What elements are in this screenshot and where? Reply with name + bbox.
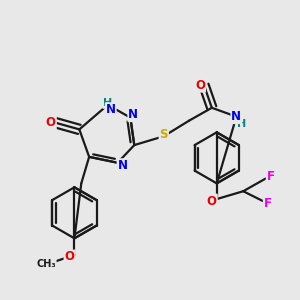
Text: O: O [46, 116, 56, 129]
Text: F: F [264, 196, 272, 209]
Text: S: S [160, 128, 168, 141]
Text: N: N [106, 103, 116, 116]
Text: N: N [118, 159, 128, 172]
Text: CH₃: CH₃ [36, 259, 56, 269]
Text: N: N [231, 110, 242, 123]
Text: H: H [237, 119, 246, 130]
Text: H: H [103, 98, 112, 108]
Text: O: O [207, 194, 217, 208]
Text: O: O [64, 250, 74, 263]
Text: N: N [128, 108, 138, 121]
Text: O: O [195, 79, 205, 92]
Text: F: F [267, 170, 275, 183]
